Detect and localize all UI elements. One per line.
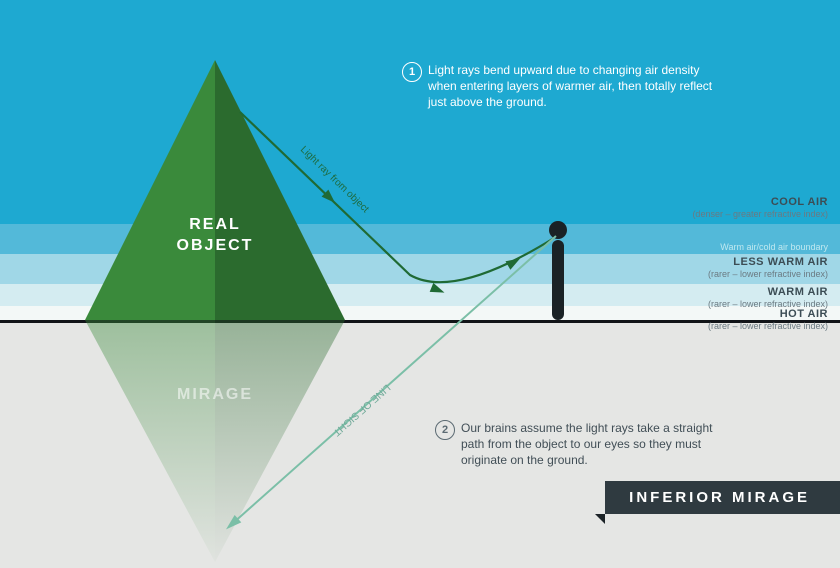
air-sub: (rarer – lower refractive index) bbox=[708, 269, 828, 279]
air-title: COOL AIR bbox=[692, 196, 828, 209]
air-sub: (denser – greater refractive index) bbox=[692, 209, 828, 219]
air-title: LESS WARM AIR bbox=[708, 256, 828, 269]
air-label-cool: COOL AIR(denser – greater refractive ind… bbox=[692, 196, 828, 219]
air-sub: (rarer – lower refractive index) bbox=[708, 321, 828, 331]
air-label-warm: WARM AIR(rarer – lower refractive index) bbox=[708, 286, 828, 309]
air-layer-cool bbox=[0, 224, 840, 254]
step-2: 2 Our brains assume the light rays take a… bbox=[435, 420, 735, 469]
air-title: WARM AIR bbox=[708, 286, 828, 299]
step-1-number: 1 bbox=[402, 62, 422, 82]
air-title: HOT AIR bbox=[708, 308, 828, 321]
air-label-hot: HOT AIR(rarer – lower refractive index) bbox=[708, 308, 828, 331]
boundary-label: Warm air/cold air boundary bbox=[720, 242, 828, 252]
sky-band bbox=[0, 0, 840, 224]
title-ribbon: INFERIOR MIRAGE bbox=[605, 481, 840, 514]
step-2-text: Our brains assume the light rays take a … bbox=[461, 420, 735, 469]
air-label-less_warm: LESS WARM AIR(rarer – lower refractive i… bbox=[708, 256, 828, 279]
step-1-text: Light rays bend upward due to changing a… bbox=[428, 62, 722, 111]
ribbon-fold-icon bbox=[595, 514, 605, 524]
diagram-stage: COOL AIR(denser – greater refractive ind… bbox=[0, 0, 840, 568]
step-2-number: 2 bbox=[435, 420, 455, 440]
mirage-label: MIRAGE bbox=[155, 385, 275, 406]
step-1: 1 Light rays bend upward due to changing … bbox=[402, 62, 722, 111]
title-text: INFERIOR MIRAGE bbox=[629, 489, 810, 506]
real-object-label: REAL OBJECT bbox=[155, 215, 275, 257]
